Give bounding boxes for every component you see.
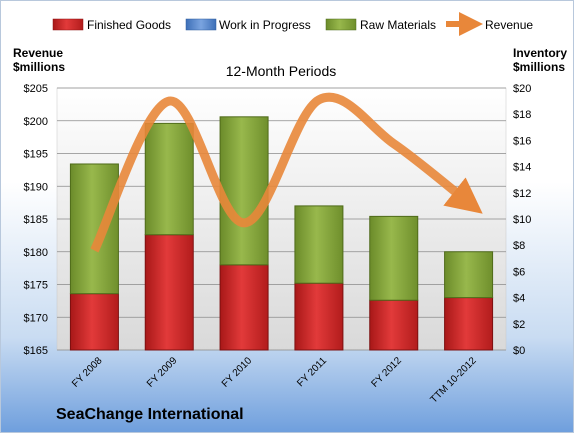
legend-item-work-in-progress[interactable]: Work in Progress	[185, 18, 311, 32]
left-axis-tick-label: $180	[24, 247, 48, 259]
bar-raw-materials	[219, 116, 269, 266]
legend-label-revenue: Revenue	[485, 18, 533, 32]
category-label: FY 2008	[70, 355, 105, 390]
right-axis-tick-label: $16	[513, 135, 531, 147]
bar-raw-materials	[444, 251, 494, 299]
left-axis-tick-label: $170	[24, 312, 48, 324]
category-label: FY 2011	[295, 355, 329, 389]
bars	[69, 116, 494, 351]
bar-finished-goods	[294, 282, 344, 351]
gridlines	[57, 87, 506, 351]
category-label: TTM 10-2012	[428, 355, 479, 406]
bar-raw-materials	[369, 215, 419, 301]
legend-item-finished-goods[interactable]: Finished Goods	[52, 18, 171, 32]
right-axis-title-line1: Inventory	[513, 46, 568, 60]
legend-item-raw-materials[interactable]: Raw Materials	[325, 18, 436, 32]
legend-swatch-raw-materials	[325, 18, 357, 31]
left-axis-tick-label: $200	[24, 116, 48, 128]
legend-label-raw-materials: Raw Materials	[360, 18, 436, 32]
category-label: FY 2009	[145, 355, 180, 390]
left-axis-tick-label: $185	[24, 214, 48, 226]
left-axis-tick-label: $190	[24, 181, 48, 193]
left-axis-title: Revenue $millions	[13, 46, 65, 74]
bar-raw-materials	[69, 163, 119, 295]
legend: Finished Goods Work in Progress Raw Mate…	[52, 12, 533, 36]
right-axis-tick-label: $2	[513, 319, 525, 331]
legend-swatch-work-in-progress	[185, 18, 217, 31]
left-axis-tick-label: $175	[24, 280, 48, 292]
right-axis-tick-label: $0	[513, 345, 525, 357]
legend-label-finished-goods: Finished Goods	[87, 18, 171, 32]
left-axis-tick-label: $165	[24, 345, 48, 357]
category-labels: FY 2008 FY 2009 FY 2010 FY 2011 FY 2012 TTM 1…	[70, 355, 479, 406]
company-name: SeaChange International	[56, 406, 244, 423]
legend-swatch-finished-goods	[52, 18, 84, 31]
bar-finished-goods	[444, 297, 494, 351]
bar-finished-goods	[219, 264, 269, 351]
revenue-line-group	[90, 92, 483, 253]
right-axis-tick-label: $10	[513, 214, 531, 226]
left-axis-tick-label: $195	[24, 149, 48, 161]
right-axis-tick-label: $20	[513, 83, 531, 95]
right-axis-tick-label: $14	[513, 162, 531, 174]
revenue-line	[90, 92, 483, 253]
left-axis-title-line1: Revenue	[13, 46, 64, 60]
right-axis-tick-label: $12	[513, 188, 531, 200]
right-axis-title-line2: $millions	[513, 60, 566, 74]
right-axis-ticks: $0 $2 $4 $6 $8 $10 $12 $14 $16 $18 $20	[513, 83, 531, 357]
left-axis-tick-label: $205	[24, 83, 48, 95]
bar-raw-materials	[294, 205, 344, 284]
right-axis-tick-label: $6	[513, 266, 525, 278]
bar-finished-goods	[369, 299, 419, 351]
category-label: FY 2012	[369, 355, 404, 390]
right-axis-tick-label: $8	[513, 240, 525, 252]
chart-title: 12-Month Periods	[226, 63, 337, 79]
right-axis-tick-label: $4	[513, 293, 525, 305]
right-axis-title: Inventory $millions	[513, 46, 567, 74]
left-axis-ticks: $165 $170 $175 $180 $185 $190 $195 $200 $205	[24, 83, 48, 357]
legend-item-revenue[interactable]: Revenue	[446, 12, 533, 36]
bar-finished-goods	[69, 293, 119, 351]
legend-label-work-in-progress: Work in Progress	[219, 18, 311, 32]
bar-finished-goods	[144, 234, 194, 351]
category-label: FY 2010	[220, 355, 255, 390]
left-axis-title-line2: $millions	[13, 60, 66, 74]
bar-raw-materials	[144, 122, 194, 236]
right-axis-tick-label: $18	[513, 109, 531, 121]
